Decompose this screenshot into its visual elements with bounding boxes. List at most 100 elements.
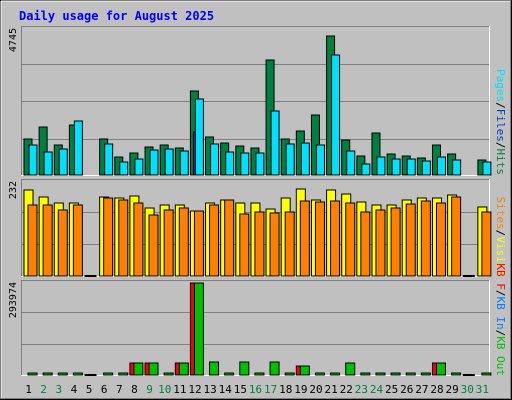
bar-kbin-day-29 [451, 372, 462, 376]
x-tick-label-day-21: 21 [325, 383, 338, 396]
bar-sites-day-14 [224, 199, 235, 277]
x-tick-label-day-29: 29 [446, 383, 459, 396]
x-tick-label-day-13: 13 [203, 383, 216, 396]
bar-files-day-10 [164, 148, 174, 176]
bar-sites-day-29 [451, 196, 462, 277]
bar-sites-day-22 [345, 202, 356, 277]
bar-sites-day-15 [239, 213, 250, 277]
bar-kbin-day-15 [239, 361, 250, 376]
bar-files-day-16 [255, 152, 265, 176]
bar-files-day-27 [421, 160, 431, 176]
x-tick-label-day-15: 15 [234, 383, 247, 396]
legend-panel1-part: Pages [494, 69, 507, 102]
x-tick-label-day-19: 19 [294, 383, 307, 396]
x-tick-label-day-22: 22 [340, 383, 353, 396]
legend-panel3-part: KB F [494, 263, 507, 290]
bar-kbin-day-4 [72, 372, 83, 376]
bar-sites-day-2 [42, 204, 53, 277]
bar-files-day-28 [436, 156, 446, 176]
bar-sites-day-12 [193, 210, 204, 277]
bar-kbin-day-24 [375, 372, 386, 376]
bar-files-day-18 [285, 143, 295, 176]
bar-files-day-19 [300, 142, 310, 176]
bar-kbin-day-13 [209, 361, 220, 376]
bar-kbin-day-18 [284, 372, 295, 376]
bar-sites-day-26 [405, 203, 416, 277]
bar-kbin-day-25 [390, 372, 401, 376]
bar-kbin-day-26 [405, 372, 416, 376]
bar-sites-day-4 [72, 204, 83, 277]
bar-kbin-day-20 [314, 372, 325, 376]
bar-kbin-day-16 [254, 372, 265, 376]
x-tick-label-day-25: 25 [385, 383, 398, 396]
legend-panel3-part: / [494, 290, 507, 297]
bar-files-day-2 [43, 151, 53, 176]
bar-kbin-day-6 [103, 372, 114, 376]
bar-files-day-13 [210, 143, 220, 176]
chart-title: Daily usage for August 2025 [19, 9, 214, 23]
bar-kbin-day-11 [178, 362, 189, 376]
x-tick-label-day-14: 14 [219, 383, 233, 396]
bar-kbin-day-27 [420, 372, 431, 376]
bar-files-day-22 [346, 150, 356, 176]
bar-kbin-day-23 [360, 372, 371, 376]
x-tick-label-day-5: 5 [86, 383, 93, 396]
bar-files-day-21 [331, 54, 341, 176]
bar-sites-day-25 [390, 207, 401, 277]
bar-kbin-day-12 [193, 282, 204, 376]
bar-kbin-day-9 [148, 362, 159, 376]
bar-kbin-day-28 [435, 362, 446, 376]
bar-files-day-24 [376, 156, 386, 176]
bar-sites-day-8 [133, 202, 144, 277]
bar-files-day-8 [134, 158, 144, 176]
x-tick-label-day-9: 9 [146, 383, 153, 396]
bar-sites-day-19 [299, 200, 310, 277]
bar-kbin-day-1 [27, 372, 38, 376]
bar-sites-day-7 [118, 199, 129, 277]
bar-sites-day-18 [284, 211, 295, 277]
bar-pages-day-12 [192, 131, 196, 176]
x-tick-label-day-16: 16 [249, 383, 262, 396]
bar-files-day-31 [482, 161, 492, 176]
bar-kbin-day-10 [163, 372, 174, 376]
x-tick-label-day-26: 26 [400, 383, 413, 396]
x-tick-label-day-1: 1 [25, 383, 32, 396]
bar-kbin-day-19 [299, 365, 310, 376]
bar-sites-day-31 [481, 211, 492, 277]
bar-files-day-9 [149, 149, 159, 176]
legend-panel1-part: / [494, 102, 507, 109]
bar-sites-day-9 [148, 214, 159, 277]
legend-panel2-part: Visits [494, 236, 507, 276]
bar-kbin-day-8 [133, 362, 144, 376]
x-tick-label-day-2: 2 [40, 383, 47, 396]
x-tick-label-day-31: 31 [476, 383, 489, 396]
bar-sites-day-20 [314, 201, 325, 277]
bar-files-day-4 [73, 120, 83, 176]
legend-panel1-part: Hits [494, 149, 507, 176]
x-tick-label-day-18: 18 [279, 383, 292, 396]
x-tick-label-day-10: 10 [158, 383, 171, 396]
bar-sites-day-17 [269, 212, 280, 277]
x-tick-label-day-24: 24 [370, 383, 384, 396]
bar-sites-day-6 [103, 197, 114, 277]
bar-files-day-29 [452, 159, 462, 176]
bar-sites-day-10 [163, 209, 174, 277]
legend-panel2-part: / [494, 230, 507, 237]
legend-panel2-part: Sites [494, 197, 507, 230]
y-max-label-1: 4745 [8, 28, 19, 52]
y-max-label-3: 293974 [8, 282, 19, 318]
bar-kbin-day-3 [57, 372, 68, 376]
bar-sites-day-28 [435, 202, 446, 277]
x-tick-label-day-30: 30 [461, 383, 474, 396]
bar-sites-day-11 [178, 207, 189, 277]
bar-files-day-15 [240, 152, 250, 176]
bar-kbin-day-2 [42, 372, 53, 376]
x-tick-label-day-12: 12 [188, 383, 201, 396]
bar-kbin-day-17 [269, 361, 280, 376]
bar-kbin-day-22 [345, 362, 356, 376]
bar-kbin-day-21 [330, 372, 341, 376]
x-tick-label-day-8: 8 [131, 383, 138, 396]
x-tick-label-day-20: 20 [309, 383, 322, 396]
